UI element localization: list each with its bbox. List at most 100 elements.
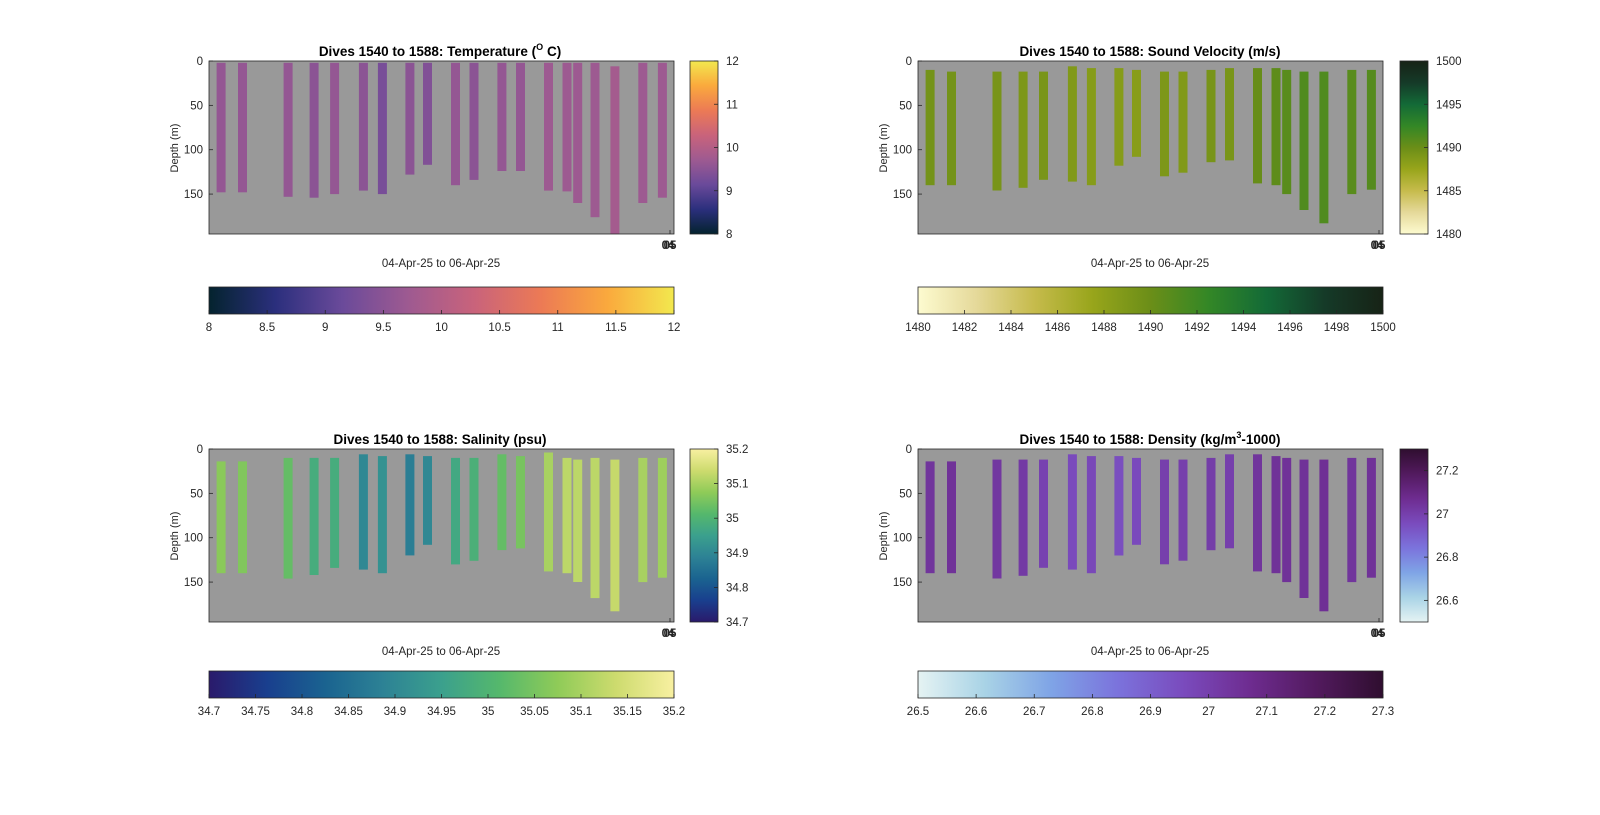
y-axis: 0 50 100 150 [893, 56, 922, 201]
colorbar-tick-label: 1480 [1436, 229, 1462, 241]
colorbar-tick-label: 1488 [1091, 322, 1117, 334]
profile-bar [1366, 457, 1376, 578]
profile-bar [216, 461, 226, 574]
colorbar-tick-label: 11 [552, 322, 564, 334]
panel-sound-velocity: Dives 1540 to 1588: Sound Velocity (m/s)… [878, 44, 1462, 334]
profile-bar [1225, 454, 1234, 549]
colorbar-tick-label: 27.3 [1372, 706, 1394, 718]
profile-bar [451, 457, 460, 565]
colorbar-tick-label: 27 [1202, 706, 1215, 718]
x-tick-label-overlap: 05 [1373, 240, 1386, 252]
profile-bar [1299, 459, 1309, 598]
y-axis-label: Depth (m) [169, 512, 181, 561]
y-tick-label: 150 [893, 577, 912, 589]
colorbar-bottom-gradient [917, 286, 1384, 315]
colorbar-tick-label: 9 [726, 186, 732, 198]
panel-title: Dives 1540 to 1588: Sound Velocity (m/s) [1019, 44, 1280, 59]
profile-bar [1347, 457, 1357, 583]
profile-bar [1132, 457, 1141, 545]
colorbar-tick-label: 26.7 [1023, 706, 1045, 718]
y-tick-label: 150 [893, 189, 912, 201]
y-tick-label: 100 [184, 145, 203, 157]
y-tick-label: 50 [190, 100, 203, 112]
colorbar-bottom: 26.5 26.6 26.7 26.8 26.9 27 27.1 27.2 27.3 [907, 670, 1394, 718]
profile-bar [405, 62, 415, 175]
colorbar-side: 26.6 26.8 27 27.2 [1399, 448, 1458, 623]
y-tick-label: 0 [906, 444, 912, 456]
colorbar-tick-label: 26.6 [1436, 595, 1458, 607]
profile-bar [451, 62, 460, 186]
profile-bar [216, 62, 226, 193]
colorbar-tick-label: 35 [482, 706, 495, 718]
profile-bar [925, 69, 935, 186]
profile-bar [1039, 71, 1048, 180]
colorbar-tick-label: 27 [1436, 509, 1449, 521]
colorbar-tick-label: 1480 [905, 322, 931, 334]
profile-bar [1178, 71, 1188, 173]
profile-bar [423, 456, 432, 545]
profile-bar [1206, 457, 1216, 551]
colorbar-bottom-gradient [917, 670, 1384, 699]
colorbar-tick-label: 1490 [1436, 143, 1462, 155]
colorbar-tick-label: 10.5 [488, 322, 510, 334]
colorbar-tick-label: 1492 [1184, 322, 1210, 334]
colorbar-tick-label: 11 [726, 99, 738, 111]
colorbar-tick-label: 35.1 [570, 706, 592, 718]
colorbar-tick-label: 34.9 [726, 548, 748, 560]
profile-bar [1018, 71, 1028, 188]
profile-bar [516, 456, 525, 549]
colorbar-tick-label: 1484 [998, 322, 1024, 334]
colorbar-tick-label: 9.5 [375, 322, 391, 334]
colorbar-bottom: 34.7 34.75 34.8 34.85 34.9 34.95 35 35.05 35.1 35… [198, 670, 685, 718]
y-tick-label: 50 [899, 488, 912, 500]
profile-bar [1253, 454, 1262, 572]
x-axis-label: 04-Apr-25 to 06-Apr-25 [1091, 258, 1209, 270]
colorbar-tick-label: 1495 [1436, 99, 1462, 111]
profile-bar [590, 62, 600, 218]
colorbar-side: 8 9 10 11 12 [689, 56, 739, 241]
y-axis-label: Depth (m) [878, 124, 890, 173]
colorbar-tick-label: 26.9 [1139, 706, 1161, 718]
y-tick-label: 50 [899, 100, 912, 112]
profile-bar [1271, 68, 1281, 186]
x-tick-label: 04 [1371, 628, 1384, 640]
y-tick-label: 0 [197, 56, 203, 68]
profile-bar [562, 457, 572, 574]
profile-bar [358, 62, 368, 191]
profile-bar [1347, 69, 1357, 195]
profile-bar [1271, 456, 1281, 574]
profile-bar [947, 461, 956, 574]
y-axis-label: Depth (m) [878, 512, 890, 561]
profile-bar [497, 454, 507, 551]
panel-title: Dives 1540 to 1588: Temperature (O C) [319, 42, 561, 59]
profile-bar [1299, 71, 1309, 210]
profile-bar [562, 62, 572, 192]
colorbar-tick-label: 34.85 [334, 706, 363, 718]
profile-bar [283, 62, 293, 197]
y-axis: 0 50 100 150 [184, 56, 213, 201]
profile-bar [992, 71, 1002, 191]
colorbar-tick-label: 34.75 [241, 706, 270, 718]
profile-bar [1178, 459, 1188, 561]
profile-bar [573, 62, 583, 203]
colorbar-tick-label: 35 [726, 513, 739, 525]
colorbar-tick-label: 1500 [1370, 322, 1396, 334]
profile-layer [925, 66, 1376, 224]
y-axis: 0 50 100 150 [184, 444, 213, 589]
profile-bar [358, 454, 368, 570]
profile-bar [1225, 68, 1234, 161]
profile-bar [330, 457, 340, 568]
profile-bar [1039, 459, 1048, 568]
colorbar-tick-label: 1490 [1138, 322, 1164, 334]
profile-bar [1086, 68, 1096, 186]
colorbar-side-gradient [689, 60, 719, 235]
profile-layer [216, 452, 667, 612]
plot-area [209, 61, 674, 234]
profile-layer [925, 454, 1376, 612]
profile-bar [238, 461, 247, 574]
profile-bar [469, 62, 479, 180]
profile-bar [610, 66, 620, 234]
colorbar-tick-label: 34.95 [427, 706, 456, 718]
plot-area [209, 449, 674, 622]
colorbar-tick-label: 8 [206, 322, 212, 334]
